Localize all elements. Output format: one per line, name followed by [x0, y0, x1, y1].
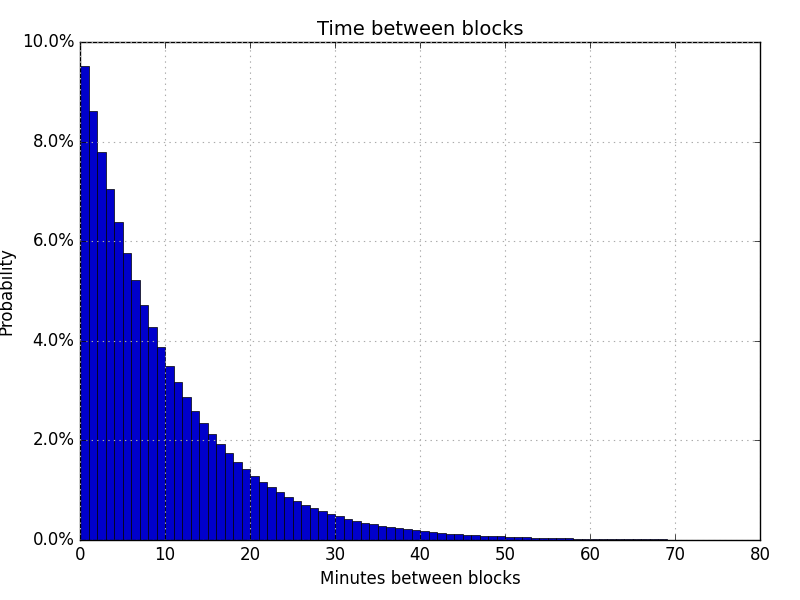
Bar	[565, 538, 573, 540]
Bar	[250, 476, 258, 540]
Bar	[148, 327, 157, 540]
Bar	[556, 538, 565, 540]
Bar	[394, 528, 403, 540]
Bar	[590, 539, 598, 540]
Bar	[165, 365, 174, 540]
Bar	[403, 529, 411, 540]
Bar	[420, 532, 429, 540]
Bar	[598, 539, 607, 540]
Bar	[301, 505, 310, 540]
Bar	[89, 111, 97, 540]
Bar	[573, 539, 582, 540]
Bar	[547, 538, 556, 540]
Bar	[539, 538, 547, 540]
Bar	[207, 434, 216, 540]
Bar	[479, 536, 488, 540]
Bar	[641, 539, 650, 540]
Bar	[293, 501, 301, 540]
Bar	[310, 508, 318, 540]
Bar	[122, 253, 131, 540]
Bar	[624, 539, 633, 540]
Bar	[131, 280, 139, 540]
Bar	[411, 530, 420, 540]
Bar	[343, 518, 352, 540]
Bar	[454, 534, 462, 540]
Bar	[267, 487, 275, 540]
Bar	[190, 411, 199, 540]
Bar	[378, 526, 386, 540]
Bar	[582, 539, 590, 540]
Bar	[216, 445, 225, 540]
Bar	[139, 305, 148, 540]
Bar	[530, 538, 539, 540]
Bar	[497, 536, 505, 540]
Bar	[429, 532, 437, 540]
Bar	[352, 521, 361, 540]
Bar	[471, 535, 479, 540]
Title: Time between blocks: Time between blocks	[317, 20, 523, 39]
Bar	[114, 223, 122, 540]
Bar	[233, 461, 242, 540]
Bar	[615, 539, 624, 540]
Bar	[522, 538, 530, 540]
Bar	[505, 537, 514, 540]
Bar	[258, 482, 267, 540]
Bar	[386, 527, 394, 540]
Bar	[446, 533, 454, 540]
Bar	[361, 523, 369, 540]
Bar	[199, 423, 207, 540]
Bar	[633, 539, 641, 540]
Bar	[437, 533, 446, 540]
Bar	[369, 524, 378, 540]
Bar	[242, 469, 250, 540]
Bar	[284, 497, 293, 540]
Bar	[182, 397, 190, 540]
Bar	[106, 189, 114, 540]
Bar	[275, 493, 284, 540]
Bar	[97, 152, 106, 540]
Bar	[326, 514, 335, 540]
Bar	[157, 347, 165, 540]
Bar	[514, 537, 522, 540]
Bar	[174, 382, 182, 540]
Bar	[335, 517, 343, 540]
Bar	[488, 536, 497, 540]
Bar	[80, 66, 89, 540]
Y-axis label: Probability: Probability	[0, 247, 15, 335]
Bar	[607, 539, 615, 540]
X-axis label: Minutes between blocks: Minutes between blocks	[320, 571, 520, 589]
Bar	[318, 511, 326, 540]
Bar	[462, 535, 471, 540]
Bar	[225, 454, 233, 540]
